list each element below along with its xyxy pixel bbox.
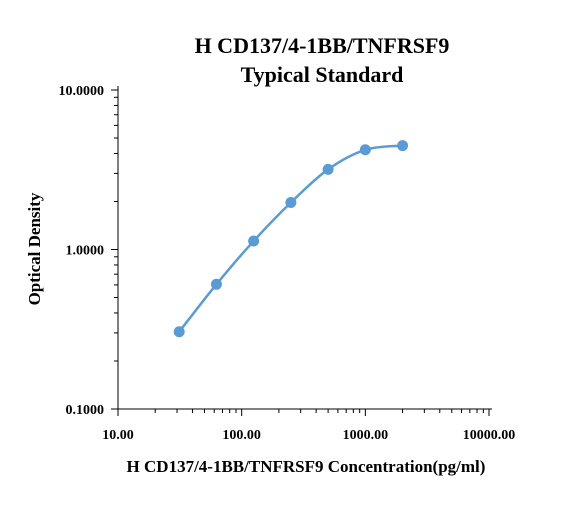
x-tick-label: 10.00: [102, 428, 134, 443]
y-axis-title: Optical Density: [25, 192, 44, 305]
chart-title-line-1: H CD137/4-1BB/TNFRSF9: [195, 33, 450, 58]
y-tick-label: 0.1000: [66, 403, 105, 418]
fit-curve-layer: [177, 144, 404, 333]
data-point: [285, 197, 297, 209]
x-tick-label: 100.00: [222, 428, 261, 443]
tick-labels: 10.00 100.00 1000.00 10000.00 0.1000 1.0000 10…: [59, 84, 516, 443]
data-points: [173, 140, 409, 338]
data-point: [359, 144, 371, 156]
data-point: [210, 278, 222, 290]
chart-title-line-2: Typical Standard: [241, 62, 404, 87]
data-point: [397, 140, 409, 152]
data-point: [173, 326, 185, 338]
data-point: [322, 163, 334, 175]
axis-ticks: [111, 89, 490, 416]
y-tick-label: 10.0000: [59, 84, 105, 99]
x-axis-title: H CD137/4-1BB/TNFRSF9 Concentration(pg/m…: [127, 457, 486, 476]
data-point: [248, 235, 260, 247]
x-tick-label: 10000.00: [463, 428, 516, 443]
axes: [117, 86, 492, 410]
y-tick-label: 1.0000: [66, 244, 105, 259]
fit-curve: [177, 144, 404, 333]
x-tick-label: 1000.00: [343, 428, 389, 443]
